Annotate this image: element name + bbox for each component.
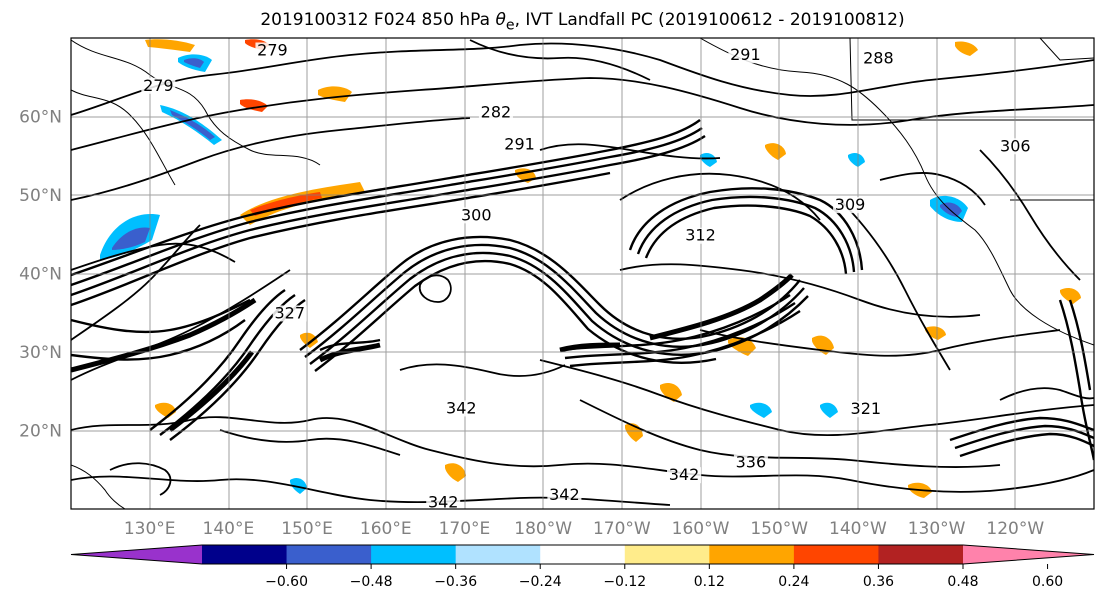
contour-label-bg	[683, 227, 718, 244]
contour-label: 342	[549, 485, 580, 504]
lon-tick-label: 150°W	[750, 519, 808, 539]
lat-tick-label: 60°N	[19, 108, 62, 128]
contour-label-bg	[478, 104, 513, 121]
colorbar-segment	[540, 545, 626, 564]
contour-label-bg	[733, 454, 768, 471]
lon-tick-label: 160°E	[360, 519, 412, 539]
map-field: 279 279 282 291 288 291 306 300 309 312 327 342 321 3…	[71, 38, 1094, 512]
longitude-axis: 130°E 140°E 150°E 160°E 170°E 180°W 170°W 160°W…	[124, 519, 1045, 539]
contour-label-bg	[861, 50, 896, 67]
colorbar-tick-label: 0.60	[1032, 574, 1063, 590]
contours-thin	[71, 39, 1094, 506]
lat-tick-label: 50°N	[19, 186, 62, 206]
colorbar-extend-high	[963, 545, 1094, 564]
colorbar-segment	[709, 545, 795, 564]
colorbar-tick-label: −0.36	[434, 574, 477, 590]
colorbar-tick-label: −0.12	[603, 574, 646, 590]
contour-label-bg	[502, 136, 537, 153]
lon-tick-label: 170°E	[439, 519, 491, 539]
coastlines	[71, 38, 1094, 509]
colorbar-extend-low	[71, 545, 202, 564]
colorbar-segment	[455, 545, 541, 564]
contour-label: 321	[851, 399, 882, 418]
contour-label-bg	[459, 207, 494, 224]
colorbar-tick-label: −0.48	[350, 574, 393, 590]
contour-label-bg	[728, 47, 763, 64]
contour-label-bg	[998, 138, 1033, 155]
colorbar-tick-label: 0.48	[947, 574, 978, 590]
contour-label: 309	[835, 195, 866, 214]
colorbar-segment	[878, 545, 964, 564]
colorbar-tick-label: −0.24	[519, 574, 562, 590]
contour-label: 306	[1000, 136, 1031, 155]
lon-tick-label: 120°W	[986, 519, 1044, 539]
title-sub: e	[505, 17, 515, 34]
contours-dense	[71, 273, 794, 432]
colorbar-segment	[202, 545, 288, 564]
contour-label-bg	[141, 77, 176, 94]
contour-label: 282	[481, 103, 512, 122]
contour-label: 300	[461, 205, 492, 224]
contour-label: 342	[669, 465, 700, 484]
contour-label: 279	[143, 76, 174, 95]
title-suffix: , IVT Landfall PC (2019100612 - 20191008…	[514, 10, 905, 30]
map-frame	[70, 37, 1095, 510]
contour-label-bg	[667, 467, 702, 484]
lon-tick-label: 140°W	[829, 519, 887, 539]
contour-label-bg	[444, 400, 479, 417]
contour-label: 336	[736, 453, 767, 472]
contour-label-bg	[848, 401, 883, 418]
colorbar-segment	[624, 545, 710, 564]
colorbar-tick-label: 0.36	[863, 574, 894, 590]
contour-label: 342	[428, 493, 459, 512]
latitude-axis: 60°N 50°N 40°N 30°N 20°N	[19, 108, 62, 442]
title-prefix: 2019100312 F024 850 hPa	[260, 10, 496, 30]
contour-label-bg	[272, 305, 307, 322]
colorbar-segment	[286, 545, 372, 564]
contour-label: 288	[863, 48, 894, 67]
lat-tick-label: 30°N	[19, 343, 62, 363]
colorbar-outline	[70, 544, 1095, 565]
colorbar-tick-label: 0.12	[694, 574, 725, 590]
colorbar-tick-label: −0.60	[265, 574, 308, 590]
contour-label-bg	[255, 42, 290, 59]
colorbar: −0.60 −0.48 −0.36 −0.24 −0.12 0.12 0.24 0.36 0.4…	[70, 544, 1095, 590]
lon-tick-label: 130°E	[124, 519, 176, 539]
contour-label-bg	[547, 486, 582, 503]
contour-label: 291	[730, 45, 761, 64]
contour-label: 342	[446, 398, 477, 417]
contour-label: 327	[274, 303, 305, 322]
lon-tick-label: 160°W	[672, 519, 730, 539]
contour-label-bg	[833, 197, 868, 214]
map-title: 2019100312 F024 850 hPa θe, IVT Landfall…	[0, 10, 1105, 33]
lon-tick-label: 150°E	[281, 519, 333, 539]
lon-tick-label: 130°W	[908, 519, 966, 539]
lat-tick-label: 40°N	[19, 265, 62, 285]
contour-label: 312	[685, 226, 716, 245]
gridlines	[71, 38, 1094, 509]
colorbar-tick-label: 0.24	[778, 574, 809, 590]
contour-labels: 279 279 282 291 288 291 306 300 309 312 327 342 321 3…	[141, 40, 1033, 512]
lon-tick-label: 180°W	[514, 519, 572, 539]
contour-label: 291	[504, 135, 535, 154]
contour-label: 279	[257, 40, 288, 59]
lat-tick-label: 20°N	[19, 422, 62, 442]
contour-label-bg	[426, 494, 461, 509]
colorbar-segment	[371, 545, 457, 564]
colorbar-segment	[793, 545, 880, 564]
title-theta: θ	[495, 10, 506, 30]
lon-tick-label: 140°E	[203, 519, 255, 539]
lon-tick-label: 170°W	[593, 519, 651, 539]
